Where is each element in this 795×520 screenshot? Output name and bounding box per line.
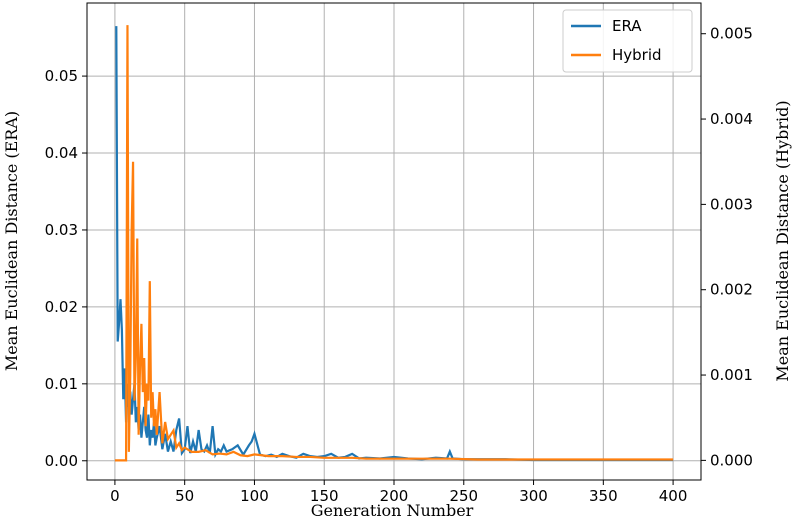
x-tick-label-5: 250 <box>449 487 478 505</box>
y-right-tick-label-5: 0.005 <box>710 25 753 43</box>
x-tick-label-3: 150 <box>310 487 339 505</box>
x-tick-label-8: 400 <box>659 487 688 505</box>
x-tick-label-1: 50 <box>175 487 194 505</box>
y-right-tick-label-0: 0.000 <box>710 451 753 469</box>
x-tick-label-4: 200 <box>380 487 409 505</box>
x-tick-label-7: 350 <box>589 487 618 505</box>
y-right-tick-label-4: 0.004 <box>710 110 753 128</box>
y-axis-left-ticks: 0.00 0.01 0.02 0.03 0.04 0.05 <box>45 67 87 470</box>
y-axis-right-ticks: 0.000 0.001 0.002 0.003 0.004 0.005 <box>701 25 753 469</box>
y-left-tick-label-1: 0.01 <box>45 375 78 393</box>
y-left-tick-label-0: 0.00 <box>45 452 78 470</box>
y-left-tick-label-2: 0.02 <box>45 298 78 316</box>
y-right-tick-label-1: 0.001 <box>710 366 753 384</box>
y-axis-left-title: Mean Euclidean Distance (ERA) <box>2 111 21 371</box>
series-layer <box>114 25 674 462</box>
legend-label-era: ERA <box>612 17 642 35</box>
y-left-tick-label-5: 0.05 <box>45 67 78 85</box>
x-tick-label-0: 0 <box>110 487 120 505</box>
x-axis-ticks: 0 50 100 150 200 250 300 350 400 <box>110 480 687 505</box>
series-line-hybrid <box>114 25 674 462</box>
x-tick-label-6: 300 <box>519 487 548 505</box>
y-left-tick-label-3: 0.03 <box>45 221 78 239</box>
legend: ERA Hybrid <box>562 9 693 73</box>
y-right-tick-label-2: 0.002 <box>710 281 753 299</box>
y-left-tick-label-4: 0.04 <box>45 144 78 162</box>
x-tick-label-2: 100 <box>240 487 269 505</box>
x-axis-title: Generation Number <box>311 501 474 520</box>
grid <box>87 3 701 480</box>
y-right-tick-label-3: 0.003 <box>710 195 753 213</box>
legend-label-hybrid: Hybrid <box>612 46 662 64</box>
y-axis-right-title: Mean Euclidean Distance (Hybrid) <box>773 100 792 381</box>
